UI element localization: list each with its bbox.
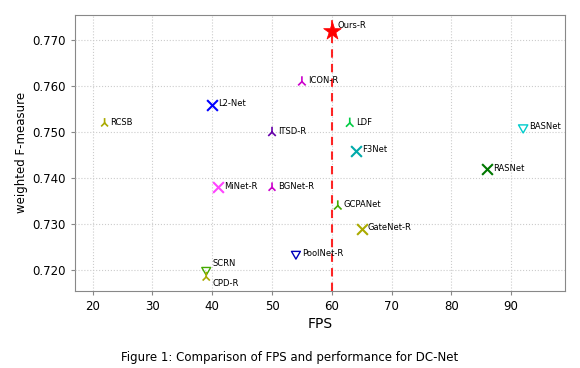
Text: BASNet: BASNet [529, 122, 561, 131]
Point [298, 79, 307, 85]
Text: Ours-R: Ours-R [338, 21, 367, 30]
Point [267, 129, 277, 135]
Point [202, 274, 211, 280]
Text: ITSD-R: ITSD-R [278, 127, 306, 136]
Text: GCPANet: GCPANet [344, 200, 382, 209]
Point [327, 28, 336, 34]
Point [202, 267, 211, 273]
Point [100, 120, 109, 126]
Text: Figure 1: Comparison of FPS and performance for DC-Net: Figure 1: Comparison of FPS and performa… [121, 351, 459, 364]
Point [333, 203, 342, 209]
Text: LDF: LDF [356, 117, 372, 127]
Text: RCSB: RCSB [111, 117, 133, 127]
Text: RASNet: RASNet [493, 163, 525, 173]
X-axis label: FPS: FPS [307, 317, 332, 331]
Text: PoolNet-R: PoolNet-R [302, 248, 343, 258]
Text: F3Net: F3Net [362, 145, 387, 154]
Point [519, 125, 528, 131]
Text: L2-Net: L2-Net [218, 99, 246, 108]
Text: BGNet-R: BGNet-R [278, 182, 314, 191]
Point [483, 166, 492, 172]
Text: GateNet-R: GateNet-R [368, 223, 412, 232]
Text: MiNet-R: MiNet-R [224, 182, 258, 191]
Text: ICON-R: ICON-R [308, 76, 338, 85]
Point [357, 226, 367, 231]
Text: SCRN: SCRN [212, 259, 235, 268]
Y-axis label: weighted F-measure: weighted F-measure [15, 92, 28, 213]
Point [351, 148, 360, 153]
Point [267, 184, 277, 190]
Point [291, 251, 300, 257]
Text: CPD-R: CPD-R [212, 279, 238, 288]
Point [345, 120, 354, 126]
Point [213, 184, 223, 190]
Point [208, 102, 217, 107]
